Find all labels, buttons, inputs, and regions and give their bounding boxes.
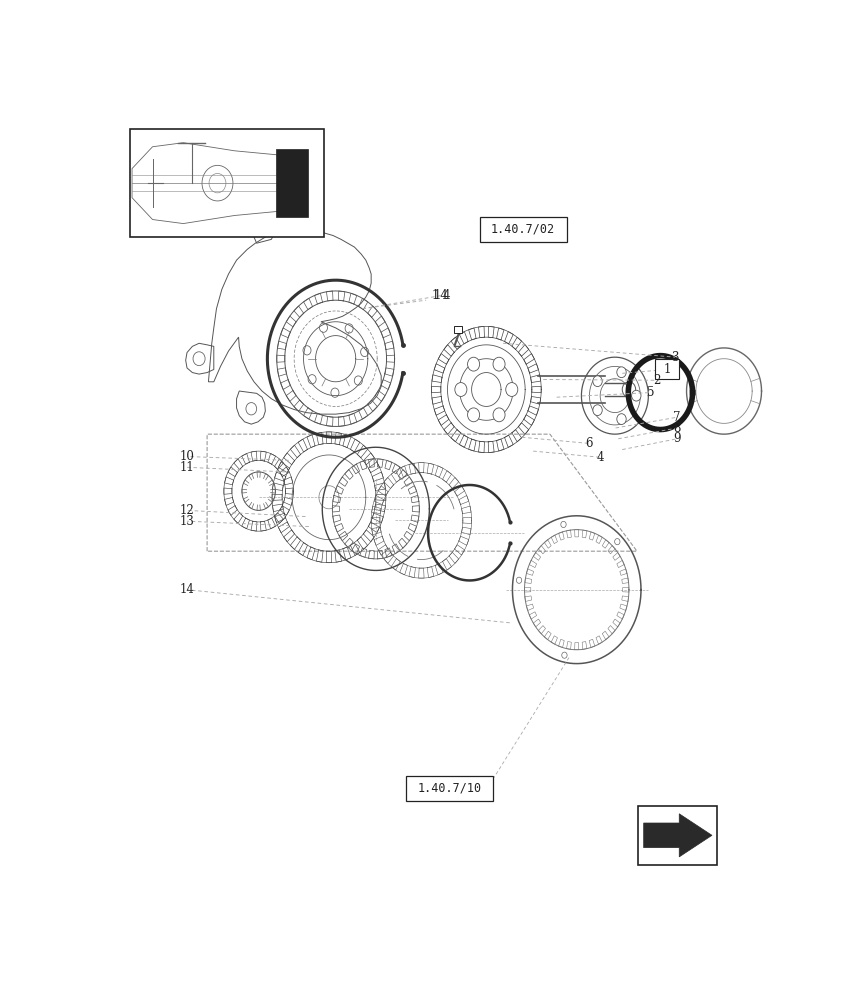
Text: 5: 5 [646,386,654,399]
Text: 4: 4 [596,451,604,464]
Text: 2: 2 [653,374,661,387]
Text: 7: 7 [673,411,681,424]
Circle shape [493,357,505,371]
Circle shape [562,652,567,658]
Circle shape [467,408,480,422]
Text: 10: 10 [180,450,194,463]
Circle shape [614,539,620,545]
Text: 8: 8 [673,422,681,434]
Polygon shape [276,149,308,217]
Circle shape [517,577,522,583]
Text: 14: 14 [180,583,194,596]
Text: 3: 3 [671,351,679,364]
Bar [655,359,679,379]
Text: 6: 6 [585,437,593,450]
Text: 13: 13 [180,515,194,528]
Circle shape [561,521,566,528]
Circle shape [593,376,602,387]
Bar [480,217,567,242]
Bar [454,326,461,333]
Circle shape [505,383,518,396]
Text: 9: 9 [673,432,681,445]
Circle shape [632,390,641,401]
Circle shape [467,357,480,371]
Text: 1: 1 [664,363,670,376]
Circle shape [454,383,467,396]
Text: 12: 12 [180,504,194,517]
Text: 1.40.7/02: 1.40.7/02 [491,223,556,236]
Text: 1 4: 1 4 [432,289,451,302]
Text: 11: 11 [180,461,194,474]
Circle shape [617,414,626,424]
Circle shape [593,405,602,416]
Text: 14: 14 [434,289,449,302]
Circle shape [493,408,505,422]
Polygon shape [644,814,712,857]
Bar [130,129,324,237]
Bar [406,776,493,801]
Circle shape [617,367,626,378]
Bar [638,806,717,865]
Text: 1.40.7/10: 1.40.7/10 [417,782,481,795]
